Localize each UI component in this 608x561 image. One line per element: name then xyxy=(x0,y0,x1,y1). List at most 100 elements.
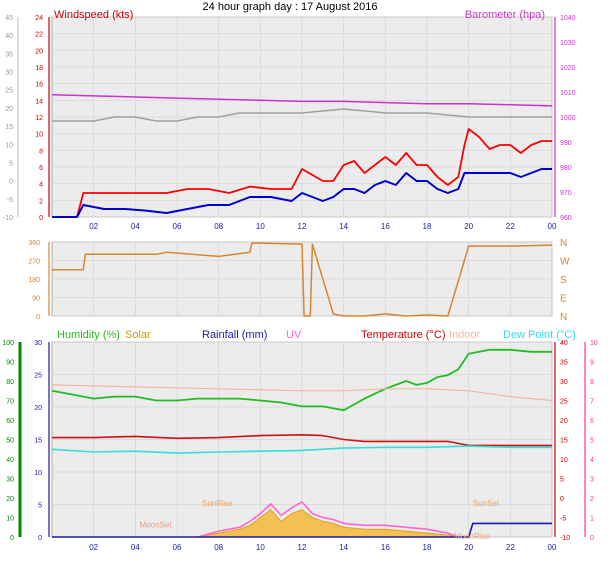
rainfall-tick: 30 xyxy=(34,340,42,347)
windspeed-tick: 2 xyxy=(39,198,43,205)
rainfall-tick: 5 xyxy=(38,503,42,510)
x-tick-label: 00 xyxy=(548,543,557,552)
wind-panel-series-3 xyxy=(52,108,552,122)
multi-series-3 xyxy=(51,445,552,454)
outer-left-tick: 15 xyxy=(5,124,13,131)
wind-panel-series-2 xyxy=(51,94,553,107)
humidity-tick: 20 xyxy=(6,496,14,503)
rainfall-tick: 25 xyxy=(34,373,42,380)
multi-series-6 xyxy=(52,522,552,538)
rainfall-tick: 10 xyxy=(34,470,42,477)
uv-tick: 7 xyxy=(590,399,594,406)
humidity-tick: 50 xyxy=(6,438,14,445)
direction-tick: 360 xyxy=(28,240,40,247)
humidity-tick: 30 xyxy=(6,477,14,484)
legend-dew-point: Dew Point (°C) xyxy=(503,329,576,341)
barometer-tick: 990 xyxy=(560,140,572,147)
outer-left-tick: 0 xyxy=(9,179,13,186)
direction-letter: W xyxy=(560,257,570,268)
windspeed-tick: 6 xyxy=(39,165,43,172)
barometer-tick: 1020 xyxy=(560,65,576,72)
humidity-tick: 70 xyxy=(6,399,14,406)
multi-series-1 xyxy=(51,384,553,402)
legend-temperature: Temperature (°C) xyxy=(361,329,445,341)
windspeed-tick: 14 xyxy=(35,98,43,105)
outer-left-tick: 10 xyxy=(5,142,13,149)
x-tick-label: 14 xyxy=(339,543,348,552)
outer-left-tick: 40 xyxy=(5,33,13,40)
windspeed-tick: 18 xyxy=(35,65,43,72)
direction-tick: 270 xyxy=(28,259,40,266)
x-tick-label: 12 xyxy=(298,543,307,552)
windspeed-tick: 4 xyxy=(39,182,43,189)
windspeed-tick: 24 xyxy=(35,15,43,22)
temperature-tick: 15 xyxy=(560,438,568,445)
uv-tick: 1 xyxy=(590,516,594,523)
rainfall-tick: 20 xyxy=(34,405,42,412)
uv-tick: 5 xyxy=(590,438,594,445)
x-tick-label: 12 xyxy=(298,222,307,231)
legend-indoor: Indoor xyxy=(449,329,481,341)
outer-left-tick: 35 xyxy=(5,51,13,58)
x-tick-label: 22 xyxy=(506,222,515,231)
outer-left-tick: 30 xyxy=(5,70,13,77)
windspeed-tick: 12 xyxy=(35,115,43,122)
annotation-label: SunRise xyxy=(202,499,233,508)
windspeed-tick: 16 xyxy=(35,82,43,89)
grid-lines xyxy=(52,16,553,538)
x-tick-label: 10 xyxy=(256,543,265,552)
direction-tick: 180 xyxy=(28,277,40,284)
temperature-tick: -5 xyxy=(560,516,566,523)
temperature-tick: 35 xyxy=(560,360,568,367)
x-tick-label: 18 xyxy=(423,543,432,552)
axes-layer xyxy=(17,17,586,537)
temperature-tick: 40 xyxy=(560,340,568,347)
uv-tick: 2 xyxy=(590,496,594,503)
outer-left-tick: -10 xyxy=(3,215,13,222)
x-tick-label: 02 xyxy=(89,543,98,552)
series-layer xyxy=(51,94,553,538)
x-tick-label: 18 xyxy=(423,222,432,231)
graph-title: 24 hour graph day : 17 August 2016 xyxy=(203,1,378,13)
temperature-tick: 0 xyxy=(560,496,564,503)
legend-humidity: Humidity (%) xyxy=(57,329,120,341)
humidity-tick: 10 xyxy=(6,516,14,523)
direction-letter: E xyxy=(560,294,567,305)
temperature-tick: 5 xyxy=(560,477,564,484)
uv-tick: 10 xyxy=(590,340,598,347)
rainfall-tick: 15 xyxy=(34,438,42,445)
barometer-tick: 980 xyxy=(560,165,572,172)
temperature-tick: 20 xyxy=(560,418,568,425)
outer-left-tick: 25 xyxy=(5,88,13,95)
x-tick-label: 10 xyxy=(256,222,265,231)
temperature-tick: -10 xyxy=(560,535,570,542)
annotation-label: MoonSet xyxy=(140,520,173,529)
barometer-label: Barometer (hpa) xyxy=(465,9,545,21)
x-tick-label: 22 xyxy=(506,543,515,552)
x-tick-label: 16 xyxy=(381,543,390,552)
temperature-tick: 25 xyxy=(560,399,568,406)
multi-series-0 xyxy=(51,348,552,412)
uv-tick: 9 xyxy=(590,360,594,367)
uv-tick: 0 xyxy=(590,535,594,542)
barometer-tick: 1010 xyxy=(560,90,576,97)
humidity-tick: 80 xyxy=(6,379,14,386)
wind-panel-series-1 xyxy=(52,168,552,218)
multi-series-5 xyxy=(197,501,459,538)
x-tick-label: 04 xyxy=(131,222,140,231)
windspeed-tick: 22 xyxy=(35,32,43,39)
barometer-tick: 1030 xyxy=(560,40,576,47)
humidity-tick: 90 xyxy=(6,360,14,367)
x-tick-label: 16 xyxy=(381,222,390,231)
humidity-tick: 40 xyxy=(6,457,14,464)
barometer-tick: 1040 xyxy=(560,15,576,22)
legend-uv: UV xyxy=(286,329,302,341)
temperature-tick: 30 xyxy=(560,379,568,386)
windspeed-tick: 10 xyxy=(35,132,43,139)
direction-tick: 90 xyxy=(32,296,40,303)
uv-tick: 6 xyxy=(590,418,594,425)
legend-rainfall: Rainfall (mm) xyxy=(202,329,267,341)
uv-tick: 3 xyxy=(590,477,594,484)
barometer-tick: 970 xyxy=(560,190,572,197)
